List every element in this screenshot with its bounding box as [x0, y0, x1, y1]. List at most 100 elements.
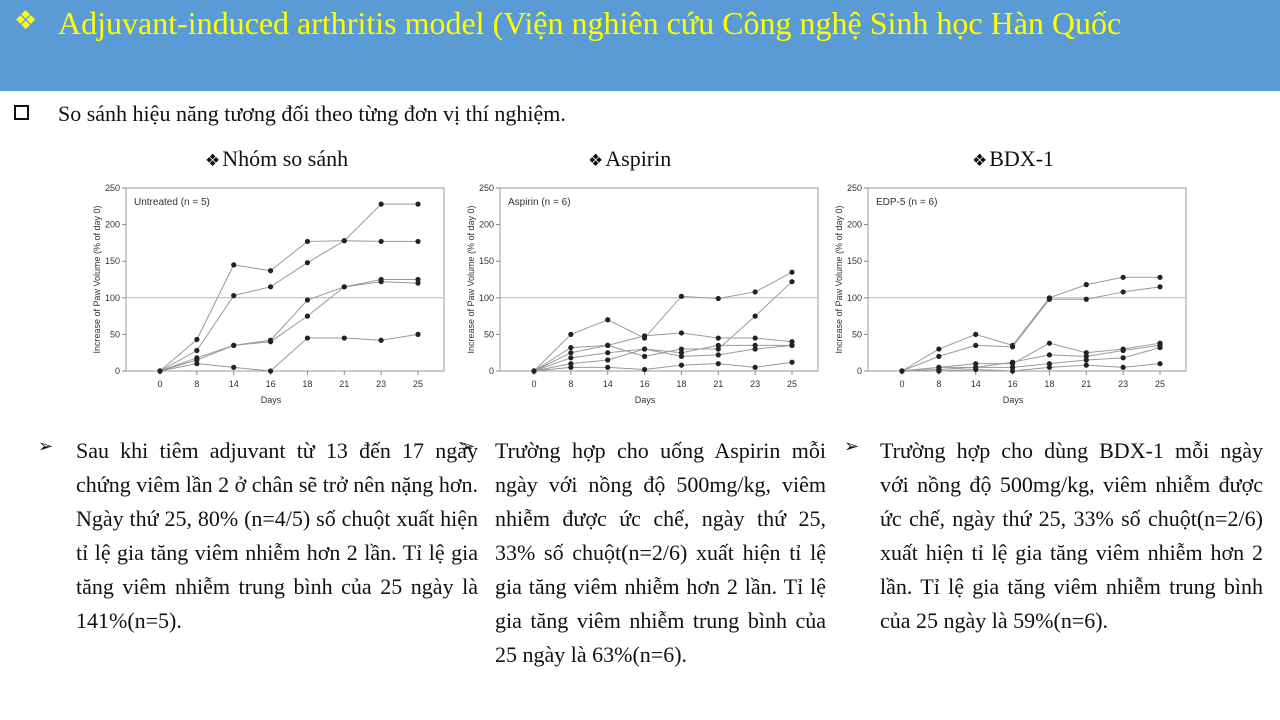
data-point	[789, 342, 795, 348]
data-point	[678, 350, 685, 356]
x-tick-label: 18	[302, 379, 312, 389]
data-point	[605, 364, 611, 370]
page-title: Adjuvant-induced arthritis model (Viện n…	[58, 5, 1122, 41]
data-point	[715, 295, 721, 302]
data-point	[568, 350, 574, 356]
data-point	[1157, 361, 1163, 367]
data-point	[568, 344, 574, 351]
data-point	[231, 364, 237, 370]
x-tick-label: 14	[603, 379, 613, 389]
data-point	[1046, 296, 1053, 302]
data-point	[973, 342, 979, 348]
panel-heading-text: Aspirin	[605, 146, 672, 171]
data-point	[1083, 357, 1089, 363]
diamond-bullet-icon: ❖	[972, 151, 988, 171]
x-tick-label: 21	[713, 379, 723, 389]
data-point	[267, 339, 274, 345]
data-point	[568, 364, 574, 370]
y-tick-label: 0	[115, 366, 120, 376]
y-tick-label: 250	[847, 183, 862, 193]
data-point	[231, 293, 237, 299]
y-tick-label: 50	[110, 329, 120, 339]
data-point	[936, 368, 942, 374]
data-point	[304, 297, 311, 303]
data-point	[1157, 274, 1163, 280]
data-point	[605, 350, 611, 356]
y-tick-label: 50	[484, 329, 494, 339]
data-point	[678, 346, 685, 352]
data-point	[378, 337, 384, 343]
data-point	[1157, 344, 1163, 351]
data-point	[641, 366, 648, 373]
data-point	[415, 201, 421, 207]
y-tick-label: 0	[857, 366, 862, 376]
data-point	[641, 333, 648, 339]
diamond-bullet-icon: ❖	[205, 151, 221, 171]
series-line	[533, 361, 793, 372]
plot-frame	[125, 187, 445, 372]
data-point	[341, 335, 347, 341]
chart-inner-label: Untreated (n = 5)	[134, 197, 210, 208]
panel-heading-aspirin: ❖Aspirin	[588, 145, 671, 173]
data-point	[378, 201, 384, 207]
data-point	[304, 335, 311, 341]
arrow-bullet-icon: ➢	[460, 436, 476, 457]
data-point	[936, 353, 942, 359]
data-point	[1009, 359, 1016, 365]
x-tick-label: 8	[936, 379, 941, 389]
panel-heading-bdx1: ❖BDX-1	[972, 145, 1054, 173]
data-point	[1120, 347, 1126, 354]
data-point	[752, 289, 758, 295]
y-tick-label: 250	[105, 183, 120, 193]
y-tick-label: 200	[847, 220, 862, 230]
data-point	[973, 366, 979, 373]
series-line	[533, 271, 793, 372]
data-point	[789, 359, 795, 365]
data-point	[1083, 350, 1089, 356]
chart-edp5: 0 50 100 150 200 250 0 8 14 16 18 21 23 25 Days Increas…	[830, 178, 1190, 408]
data-point	[1157, 284, 1163, 290]
series-line	[901, 347, 1161, 372]
data-point	[752, 335, 758, 341]
title-bar: ❖ Adjuvant-induced arthritis model (Viện…	[0, 0, 1280, 91]
data-point	[715, 335, 721, 341]
data-point	[1120, 274, 1126, 280]
data-point	[789, 279, 795, 285]
data-point	[1083, 362, 1089, 368]
x-axis-label: Days	[635, 395, 656, 405]
data-point	[341, 238, 347, 244]
data-point	[1083, 353, 1089, 359]
data-point	[1046, 352, 1053, 358]
x-axis-label: Days	[1003, 395, 1024, 405]
series-line	[159, 281, 419, 372]
data-point	[678, 293, 685, 299]
data-point	[568, 361, 574, 367]
x-tick-label: 0	[531, 379, 536, 389]
data-point	[194, 357, 200, 363]
paragraph-text: Trường hợp cho dùng BDX-1 mỗi ngày với n…	[880, 438, 1263, 633]
data-point	[341, 284, 347, 290]
data-point	[415, 238, 421, 245]
x-tick-label: 18	[676, 379, 686, 389]
data-point	[1046, 364, 1053, 370]
data-point	[678, 330, 685, 336]
data-point	[789, 269, 795, 275]
checkbox-icon	[14, 105, 29, 120]
paragraph-text: Sau khi tiêm adjuvant từ 13 đến 17 ngày …	[76, 438, 478, 633]
data-point	[231, 262, 237, 268]
data-point	[415, 276, 421, 283]
x-tick-label: 25	[413, 379, 423, 389]
x-tick-label: 14	[971, 379, 981, 389]
data-point	[568, 331, 574, 337]
data-point	[304, 260, 311, 266]
data-point	[531, 368, 537, 374]
x-tick-label: 8	[568, 379, 573, 389]
data-point	[194, 361, 200, 367]
series-line	[901, 342, 1161, 372]
series-line	[901, 344, 1161, 372]
data-point	[378, 238, 384, 245]
data-point	[1120, 289, 1126, 295]
diamond-bullet-icon: ❖	[588, 151, 604, 171]
data-point	[973, 361, 979, 367]
data-point	[194, 347, 200, 354]
